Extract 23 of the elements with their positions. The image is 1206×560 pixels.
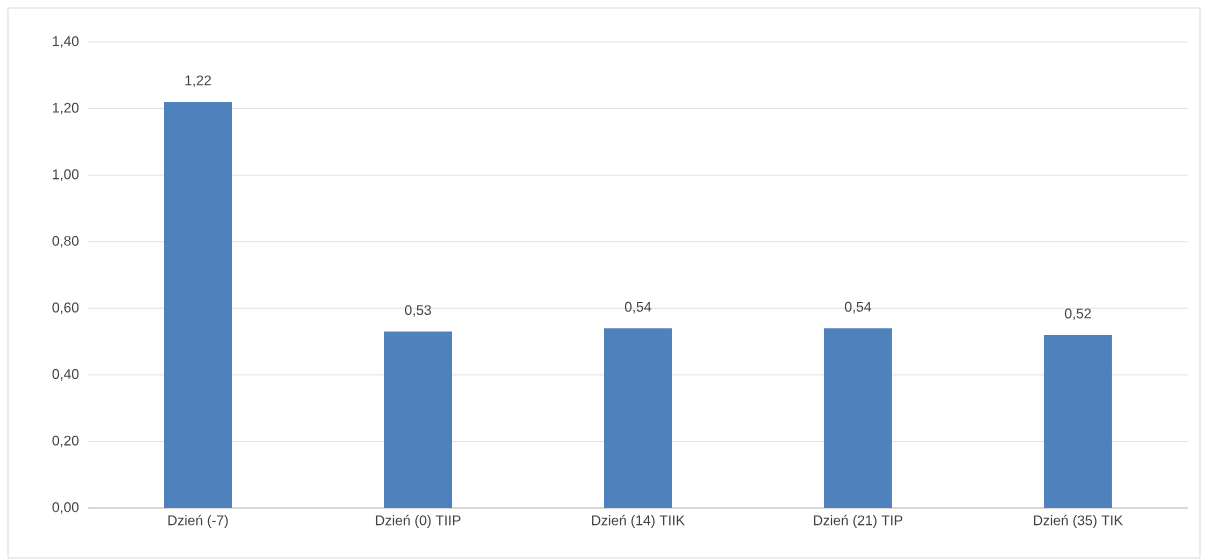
bar xyxy=(164,101,232,508)
y-tick-label: 0,60 xyxy=(52,302,79,315)
y-tick-label: 1,40 xyxy=(52,36,79,48)
x-tick-label: Dzień (-7) xyxy=(168,514,228,529)
x-tick-label: Dzień (21) TIP xyxy=(813,514,903,529)
x-tick-label: Dzień (0) TIIP xyxy=(375,514,461,529)
bar xyxy=(603,328,672,508)
y-tick-label: 0,00 xyxy=(52,502,79,514)
x-tick-label: Dzień (35) TIK xyxy=(1033,514,1123,529)
y-tick-label: 0,80 xyxy=(52,235,79,248)
bar xyxy=(383,331,452,508)
bar xyxy=(1043,334,1112,508)
y-tick-label: 1,20 xyxy=(52,102,79,115)
data-label: 0,53 xyxy=(404,305,431,317)
data-label: 0,52 xyxy=(1064,308,1091,321)
data-label: 1,22 xyxy=(185,75,211,88)
y-tick-label: 1,00 xyxy=(52,169,79,181)
y-tick-label: 0,20 xyxy=(52,435,79,448)
bar xyxy=(823,328,892,508)
data-label: 0,54 xyxy=(844,301,872,314)
y-tick-label: 0,40 xyxy=(52,369,79,381)
data-label: 0,54 xyxy=(624,301,652,314)
x-tick-label: Dzień (14) TIIK xyxy=(592,514,685,529)
